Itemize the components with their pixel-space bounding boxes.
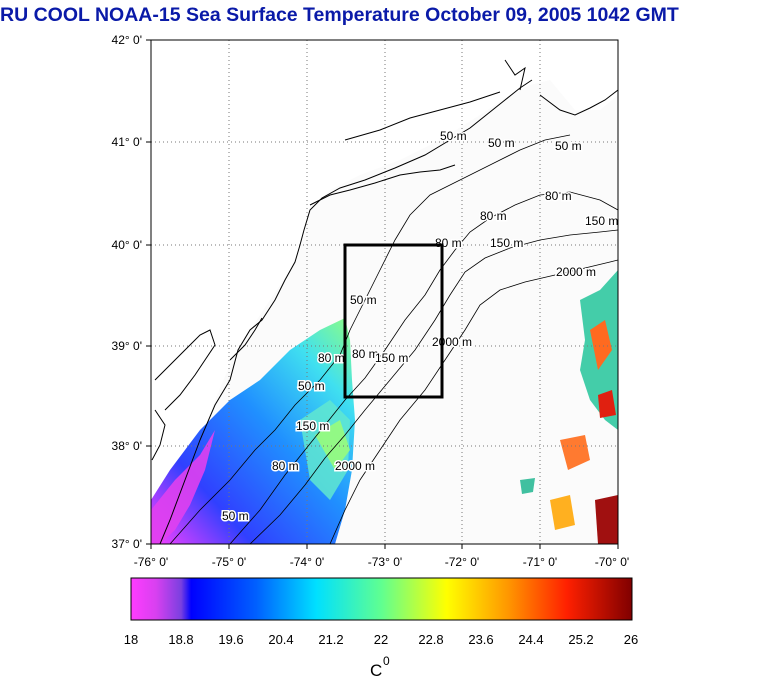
- lon-label: -73° 0': [368, 555, 402, 569]
- isobath-label: 2000 m: [335, 459, 375, 473]
- isobath-label: 150 m: [585, 214, 618, 228]
- coastline: [151, 59, 618, 544]
- isobath-label: 50 m: [298, 379, 325, 393]
- study-area-box: [343, 243, 444, 399]
- isobaths: [169, 134, 618, 544]
- lon-label: -70° 0': [595, 555, 629, 569]
- lat-label: 38° 0': [112, 439, 142, 453]
- isobath-label: 50 m: [440, 129, 467, 143]
- sst-swath-coastal: [151, 318, 355, 544]
- lat-label: 41° 0': [112, 135, 142, 149]
- colorbar-tick: 22.8: [418, 632, 443, 647]
- isobath-label: 50 m: [222, 509, 249, 523]
- lat-label: 39° 0': [112, 339, 142, 353]
- map-title: RU COOL NOAA-15 Sea Surface Temperature …: [0, 4, 679, 26]
- isobath-label: 50 m: [350, 293, 377, 307]
- isobath-label: 150 m: [296, 419, 329, 433]
- isobath-label: 50 m: [488, 136, 515, 150]
- lon-label: -71° 0': [523, 555, 557, 569]
- isobath-label: 50 m: [555, 139, 582, 153]
- lon-label: -72° 0': [445, 555, 479, 569]
- colorbar-tick: 23.6: [468, 632, 493, 647]
- colorbar-tick: 18: [124, 632, 138, 647]
- colorbar-tick: 25.2: [568, 632, 593, 647]
- lat-labels: 42° 0' 41° 0' 40° 0' 39° 0' 38° 0' 37° 0…: [112, 33, 142, 551]
- colorbar-tick: 24.4: [518, 632, 543, 647]
- colorbar-ticks: 18 18.8 19.6 20.4 21.2 22 22.8 23.6 24.4…: [124, 632, 638, 647]
- isobath-label: 150 m: [375, 351, 408, 365]
- colorbar-tick: 21.2: [318, 632, 343, 647]
- lon-label: -74° 0': [290, 555, 324, 569]
- isobath-label: 80 m: [352, 347, 379, 361]
- lon-labels: -76° 0' -75° 0' -74° 0' -73° 0' -72° 0' …: [134, 555, 629, 569]
- lat-label: 37° 0': [112, 537, 142, 551]
- lon-label: -76° 0': [134, 555, 168, 569]
- lat-label: 40° 0': [112, 238, 142, 252]
- colorbar-unit: C: [370, 661, 382, 680]
- isobath-labels: 50 m 50 m 50 m 80 m 80 m 150 m 80 m 150 …: [221, 128, 620, 525]
- isobath-label: 80 m: [545, 189, 572, 203]
- isobath-label: 80 m: [435, 236, 462, 250]
- axis-ticks: [146, 39, 619, 549]
- colorbar-tick: 20.4: [268, 632, 293, 647]
- map-grid: [151, 40, 618, 544]
- isobath-label: 2000 m: [432, 335, 472, 349]
- land-area: [151, 40, 618, 544]
- isobath-label: 80 m: [318, 351, 345, 365]
- colorbar-tick: 26: [624, 632, 638, 647]
- isobath-label: 150 m: [490, 236, 523, 250]
- colorbar-tick: 18.8: [168, 632, 193, 647]
- lat-label: 42° 0': [112, 33, 142, 47]
- isobath-label: 80 m: [480, 209, 507, 223]
- isobath-label: 80 m: [272, 459, 299, 473]
- colorbar: [130, 577, 633, 621]
- colorbar-unit-superscript: 0: [383, 654, 390, 668]
- colorbar-tick: 22: [374, 632, 388, 647]
- isobath-label: 2000 m: [556, 265, 596, 279]
- colorbar-tick: 19.6: [218, 632, 243, 647]
- lon-label: -75° 0': [212, 555, 246, 569]
